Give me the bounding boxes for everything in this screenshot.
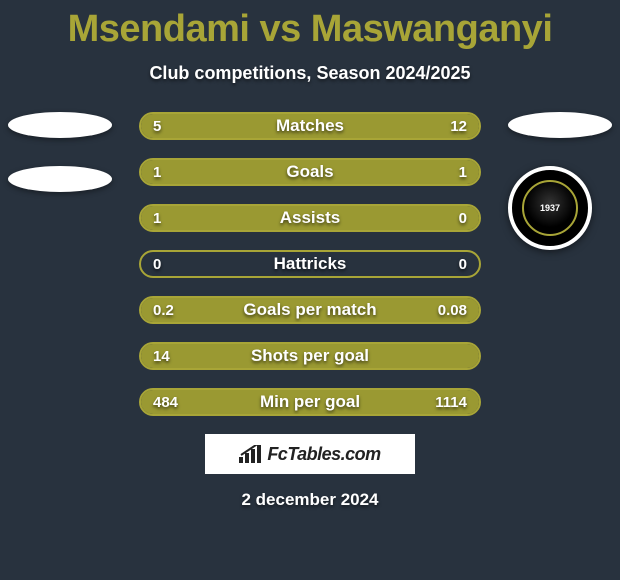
comparison-subtitle: Club competitions, Season 2024/2025: [0, 63, 620, 84]
stat-value-right: 1: [459, 164, 467, 181]
chart-icon: [239, 445, 261, 463]
stat-label: Assists: [141, 208, 479, 228]
stat-value-right: 0: [459, 210, 467, 227]
stat-label: Goals per match: [141, 300, 479, 320]
chart-area: 1937 5Matches121Goals11Assists00Hattrick…: [0, 112, 620, 416]
stat-row: 0Hattricks0: [139, 250, 481, 278]
team-crest-logo: 1937: [508, 166, 592, 250]
stat-value-right: 1114: [435, 394, 467, 411]
stat-label: Hattricks: [141, 254, 479, 274]
stat-row: 5Matches12: [139, 112, 481, 140]
team-logo-placeholder: [8, 112, 112, 138]
stat-label: Goals: [141, 162, 479, 182]
stat-row: 0.2Goals per match0.08: [139, 296, 481, 324]
left-team-logos: [8, 112, 112, 220]
stat-value-right: 0: [459, 256, 467, 273]
stat-label: Matches: [141, 116, 479, 136]
stat-value-right: 0.08: [438, 302, 467, 319]
comparison-title: Msendami vs Maswanganyi: [0, 0, 620, 51]
brand-logo: FcTables.com: [205, 434, 415, 474]
stat-label: Shots per goal: [141, 346, 479, 366]
stat-bars: 5Matches121Goals11Assists00Hattricks00.2…: [139, 112, 481, 416]
stat-label: Min per goal: [141, 392, 479, 412]
footer-date: 2 december 2024: [0, 490, 620, 510]
team-logo-placeholder: [8, 166, 112, 192]
stat-row: 1Goals1: [139, 158, 481, 186]
team-logo-placeholder: [508, 112, 612, 138]
crest-inner: 1937: [522, 180, 578, 236]
stat-value-right: 12: [450, 118, 467, 135]
stat-row: 14Shots per goal: [139, 342, 481, 370]
stat-row: 1Assists0: [139, 204, 481, 232]
right-team-logos: 1937: [508, 112, 612, 250]
stat-row: 484Min per goal1114: [139, 388, 481, 416]
brand-text: FcTables.com: [267, 444, 380, 465]
